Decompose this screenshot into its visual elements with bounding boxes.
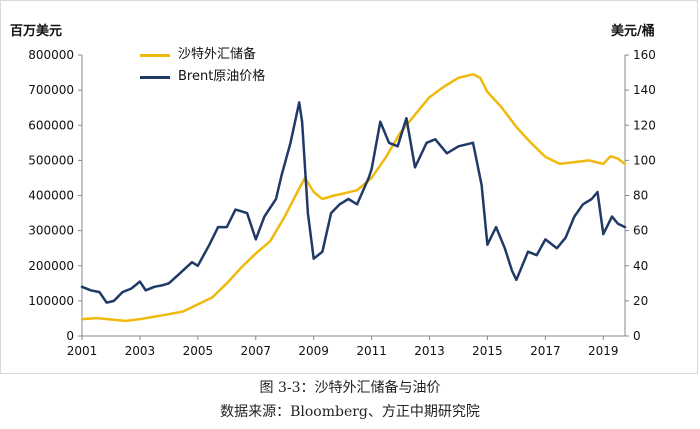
right-tick-label: 40 <box>633 259 648 273</box>
chart-svg: 0 100000 200000 300000 400000 500000 600000 700… <box>28 48 656 358</box>
left-tick-label: 100000 <box>28 294 74 308</box>
x-tick-label: 2005 <box>183 344 214 358</box>
x-tick-label: 2015 <box>472 344 503 358</box>
right-tick-label: 120 <box>633 118 656 132</box>
x-tick-label: 2003 <box>125 344 156 358</box>
left-tick-label: 300000 <box>28 224 74 238</box>
x-tick-label: 2009 <box>298 344 329 358</box>
right-tick-label: 80 <box>633 189 648 203</box>
legend-label-brent: Brent原油价格 <box>178 69 266 84</box>
left-tick-label: 0 <box>66 329 74 343</box>
legend-label-reserves: 沙特外汇储备 <box>178 47 257 62</box>
legend: 沙特外汇储备 Brent原油价格 <box>140 44 265 88</box>
x-tick-label: 2019 <box>588 344 619 358</box>
right-tick-label: 0 <box>633 329 641 343</box>
left-tick-label: 600000 <box>28 118 74 132</box>
left-tick-label: 200000 <box>28 259 74 273</box>
series-layer <box>80 73 627 323</box>
data-source-note: 数据来源：Bloomberg、方正中期研究院 <box>220 404 480 420</box>
right-tick-label: 100 <box>633 153 656 167</box>
x-tick-label: 2001 <box>67 344 98 358</box>
legend-swatch-brent <box>140 76 170 79</box>
axes-layer <box>81 55 626 337</box>
left-tick-label: 700000 <box>28 83 74 97</box>
right-axis-unit-label: 美元/桶 <box>611 24 655 39</box>
series-line-brent <box>80 101 627 304</box>
legend-swatch-reserves <box>140 54 170 57</box>
legend-item-reserves: 沙特外汇储备 <box>140 44 265 66</box>
figure-caption: 图 3-3：沙特外汇储备与油价 <box>259 380 441 396</box>
chart-frame <box>0 0 698 374</box>
series-line-reserves <box>80 73 627 323</box>
right-tick-label: 60 <box>633 224 648 238</box>
left-tick-label: 400000 <box>28 189 74 203</box>
x-tick-label: 2007 <box>240 344 271 358</box>
left-tick-label: 500000 <box>28 153 74 167</box>
x-tick-label: 2017 <box>530 344 561 358</box>
x-tick-label: 2013 <box>414 344 445 358</box>
right-tick-label: 20 <box>633 294 648 308</box>
legend-item-brent: Brent原油价格 <box>140 66 265 88</box>
right-tick-label: 140 <box>633 83 656 97</box>
ticks-layer: 0 100000 200000 300000 400000 500000 600000 700… <box>28 48 656 358</box>
x-tick-label: 2011 <box>356 344 387 358</box>
left-axis-unit-label: 百万美元 <box>10 24 63 39</box>
left-tick-label: 800000 <box>28 48 74 62</box>
right-tick-label: 160 <box>633 48 656 62</box>
